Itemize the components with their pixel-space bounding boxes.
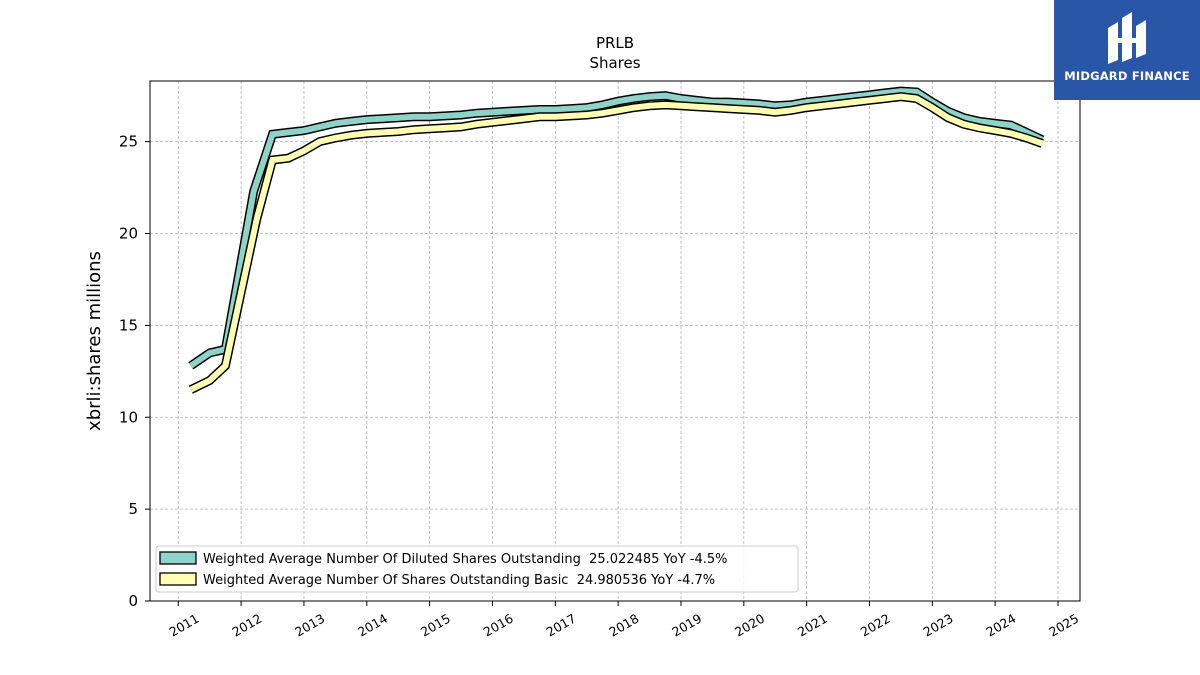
x-tick-label: 2016 xyxy=(481,611,516,640)
legend-label-basic: Weighted Average Number Of Shares Outsta… xyxy=(203,573,715,588)
legend-swatch-basic xyxy=(159,572,197,586)
series-diluted-line xyxy=(189,88,1044,369)
x-tick-label: 2020 xyxy=(732,611,767,640)
x-tick-label: 2023 xyxy=(921,611,956,640)
legend-label-diluted: Weighted Average Number Of Diluted Share… xyxy=(203,552,728,567)
legend: Weighted Average Number Of Diluted Share… xyxy=(155,545,799,593)
x-tick-label: 2015 xyxy=(418,611,453,640)
legend-swatch-diluted xyxy=(159,551,197,565)
y-tick-label: 10 xyxy=(119,408,138,426)
plot-frame xyxy=(149,80,1081,602)
y-tick-label: 15 xyxy=(119,316,138,334)
x-tick-label: 2024 xyxy=(983,611,1018,640)
series-layer xyxy=(188,86,1045,394)
y-axis: 0 5 10 15 20 25 xyxy=(119,133,150,610)
x-tick-label: 2013 xyxy=(292,611,327,640)
x-tick-label: 2019 xyxy=(669,611,704,640)
x-tick-label: 2018 xyxy=(606,611,641,640)
x-tick-label: 2025 xyxy=(1046,611,1081,640)
y-tick-label: 20 xyxy=(119,225,138,243)
y-tick-label: 25 xyxy=(119,133,138,151)
y-tick-label: 5 xyxy=(128,500,138,518)
x-tick-label: 2011 xyxy=(167,611,202,640)
x-tick-label: 2012 xyxy=(229,611,264,640)
series-diluted-line-outline xyxy=(188,86,1045,370)
chart-subtitle: Shares xyxy=(589,54,640,72)
series-basic-line xyxy=(189,93,1044,393)
y-tick-label: 0 xyxy=(128,592,138,610)
brand-logo: MIDGARD FINANCE xyxy=(1054,0,1200,100)
brand-name: MIDGARD FINANCE xyxy=(1064,69,1190,83)
x-tick-label: 2017 xyxy=(544,611,579,640)
y-axis-label: xbrli:shares millions xyxy=(84,251,105,431)
legend-box xyxy=(155,545,799,593)
chart-title: PRLB xyxy=(596,34,634,52)
logo-mark-icon xyxy=(1108,12,1146,64)
x-axis: 2011 2012 2013 2014 2015 2016 2017 2018 2019 2020… xyxy=(167,601,1081,640)
x-tick-label: 2022 xyxy=(858,611,893,640)
x-tick-label: 2014 xyxy=(355,611,390,640)
x-tick-label: 2021 xyxy=(795,611,830,640)
